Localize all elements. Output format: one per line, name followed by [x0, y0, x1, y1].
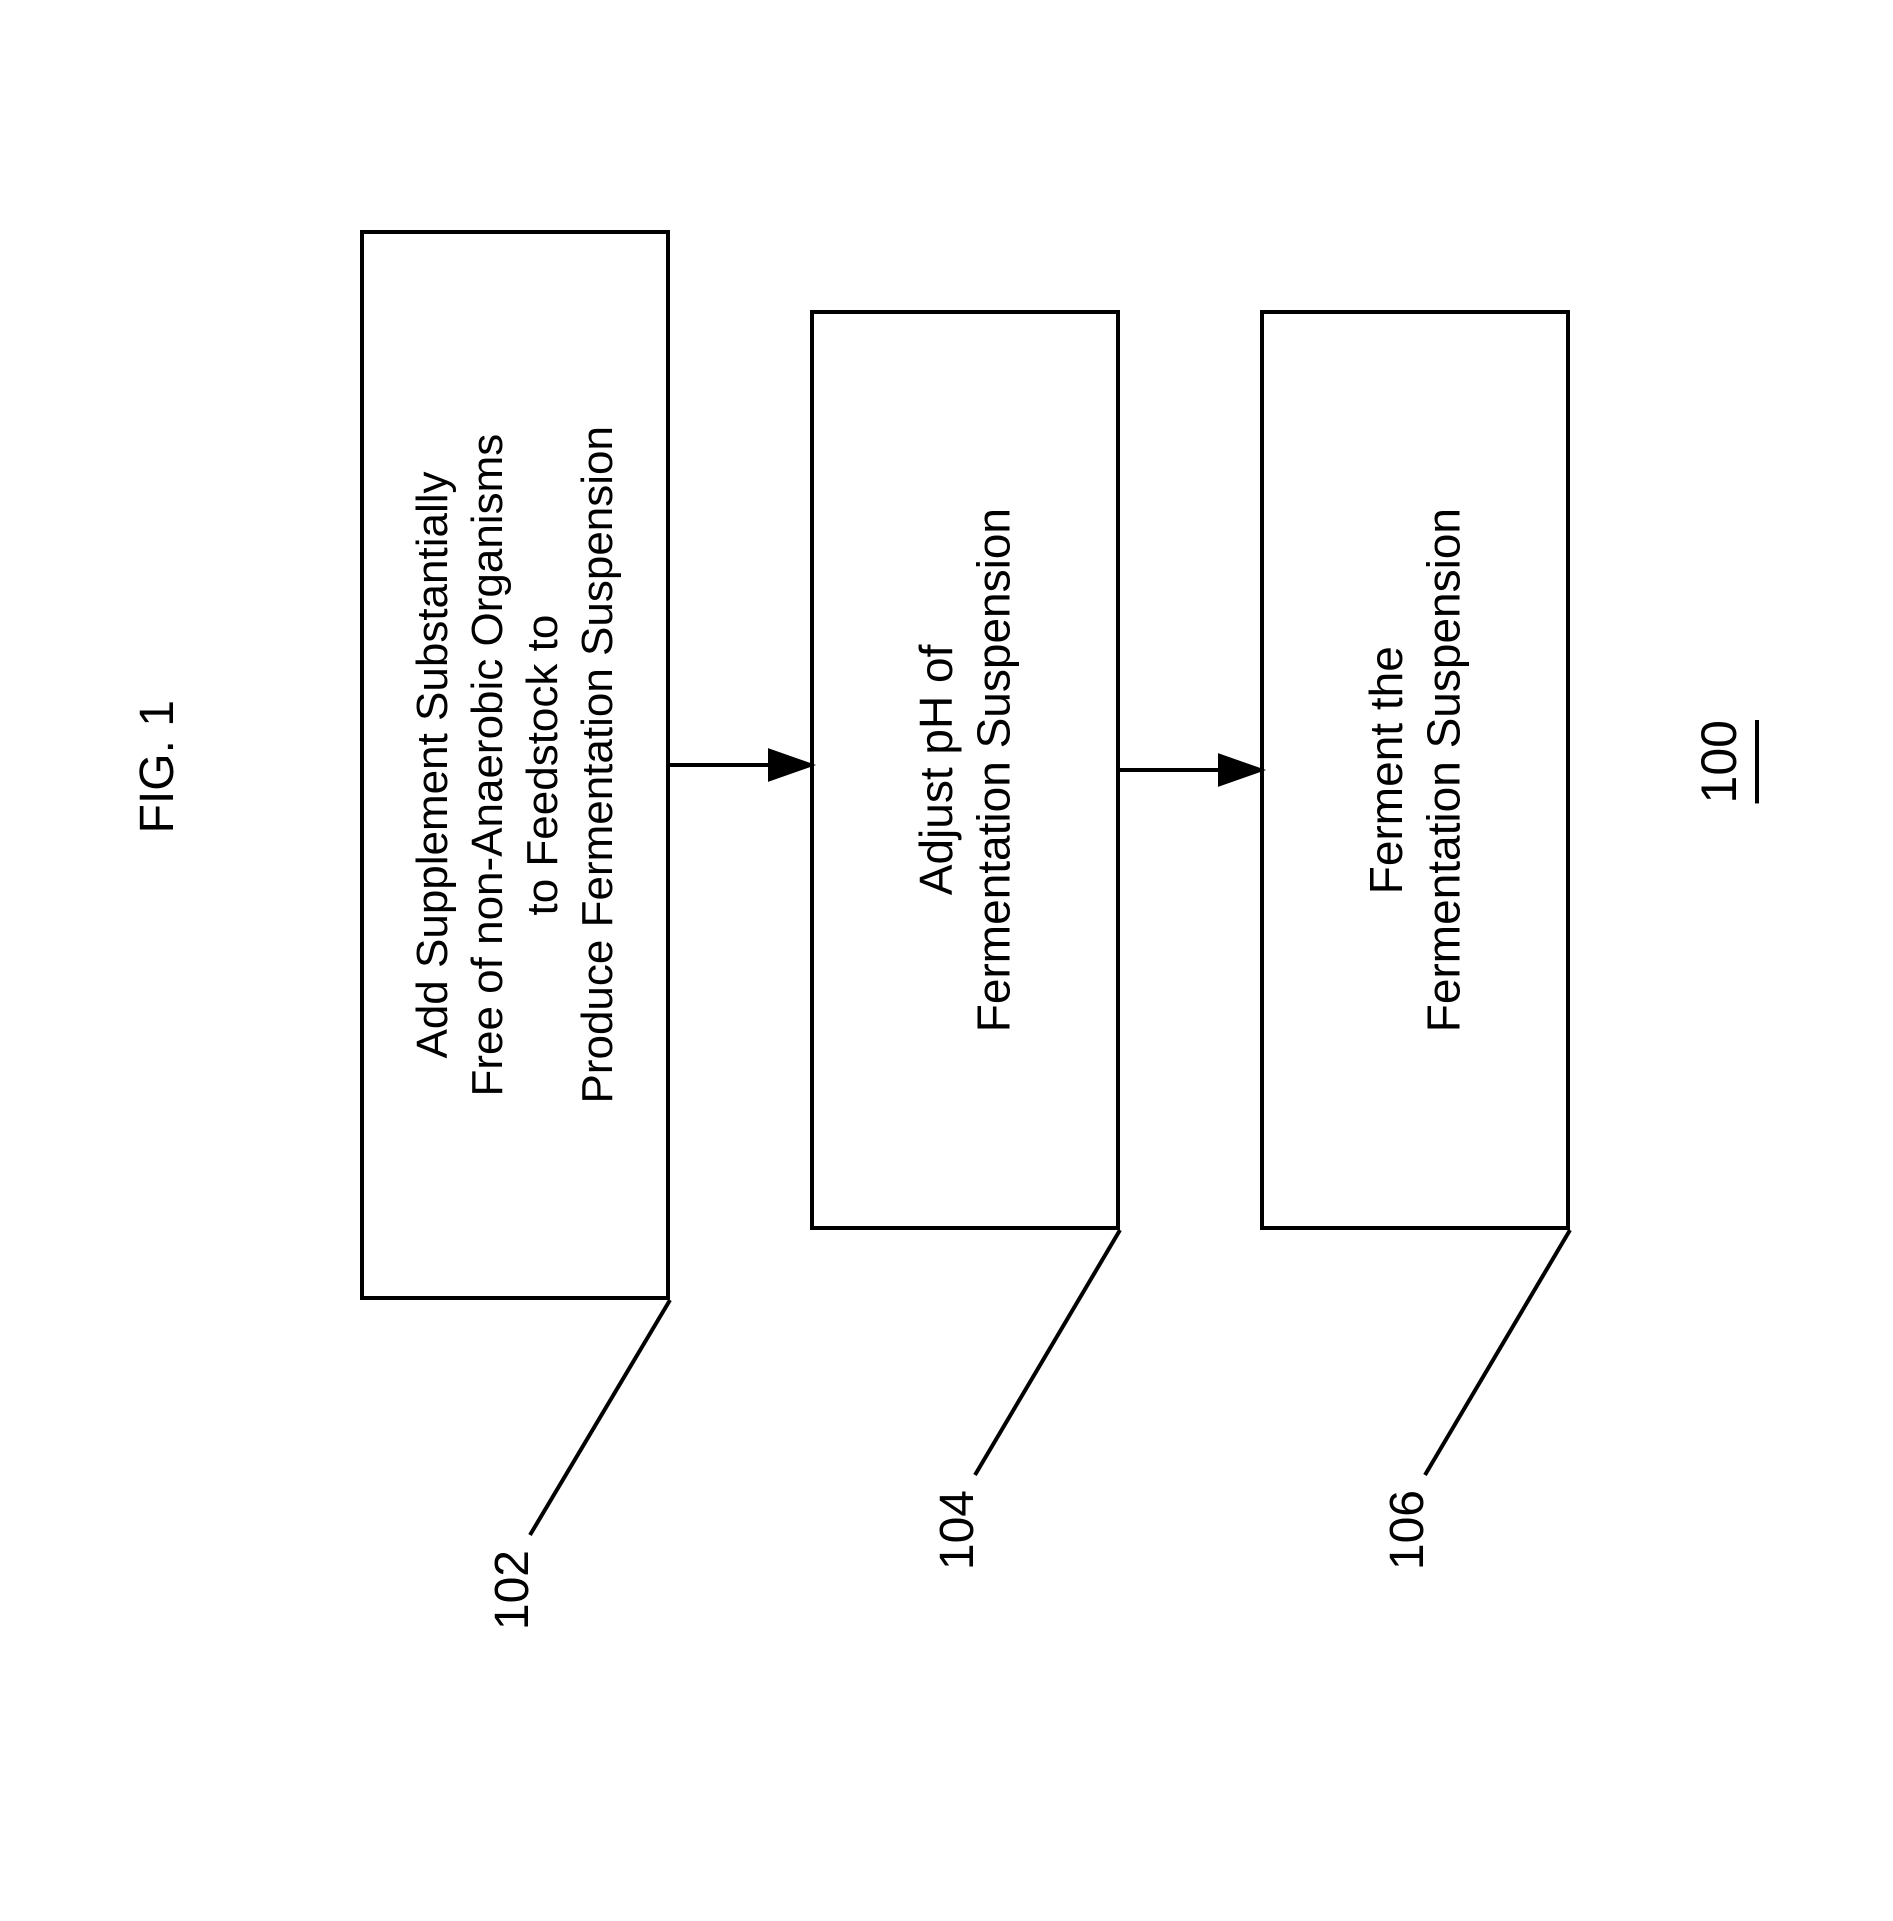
- reference-label: 102: [485, 1550, 540, 1630]
- reference-label: 104: [930, 1490, 985, 1570]
- process-step-text: Add Supplement Substantially Free of non…: [405, 426, 625, 1104]
- process-step-text: Ferment the Fermentation Suspension: [1358, 508, 1473, 1032]
- figure-number: 100: [1690, 720, 1748, 803]
- process-step-box: Ferment the Fermentation Suspension: [1260, 310, 1570, 1230]
- figure-canvas: FIG. 1 100 Add Supplement Substantially …: [0, 0, 1893, 1921]
- process-step-text: Adjust pH of Fermentation Suspension: [908, 508, 1023, 1032]
- leader-line: [975, 1230, 1120, 1475]
- figure-title: FIG. 1: [130, 700, 185, 833]
- leader-line: [1425, 1230, 1570, 1475]
- arrow: [1120, 756, 1260, 784]
- arrow: [670, 751, 810, 779]
- reference-label: 106: [1380, 1490, 1435, 1570]
- process-step-box: Add Supplement Substantially Free of non…: [360, 230, 670, 1300]
- leader-line: [530, 1300, 670, 1535]
- process-step-box: Adjust pH of Fermentation Suspension: [810, 310, 1120, 1230]
